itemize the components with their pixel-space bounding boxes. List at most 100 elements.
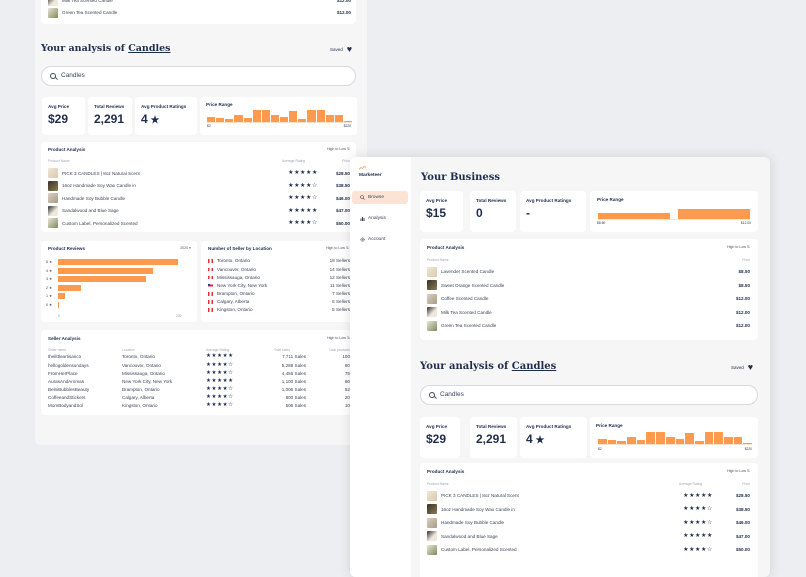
seller-name[interactable]: thelittleartisanco [48,354,82,360]
saved-button[interactable]: Saved ♥ [330,45,352,54]
star-filled-icon: ★ [707,533,713,540]
star-filled-icon: ★ [683,546,690,553]
stat-value: 2,291 [476,432,507,446]
location-row: Kingston, Ontario 5 Sellers [208,306,350,314]
star-filled-icon: ★ [206,386,212,393]
product-row[interactable]: PICK 3 CANDLES | 8oz Natural Scent ★★★★★ $… [48,167,350,180]
location-city: Kingston, Ontario [217,307,253,313]
sort-dropdown[interactable]: High to Low ⇅ [327,336,350,340]
star-icon: ★ [48,277,53,282]
nav-account[interactable]: Account [352,233,408,246]
sort-dropdown[interactable]: High to Low ⇅ [326,246,349,250]
product-row[interactable]: 16oz Handmade Soy Wax Candle in ★★★★☆ $38.… [427,503,750,517]
product-row[interactable]: Handmade Soy Bubble Candle ★★★★☆ $46.00 [427,516,750,530]
seller-name[interactable]: BelniBubblesBeauty [48,387,90,393]
seller-row[interactable]: MomBodyandSol Kingston, Ontario ★★★★☆ 506 S… [48,402,350,410]
review-bar[interactable] [58,259,178,266]
price-histogram [598,206,750,220]
histogram-bar [225,119,234,122]
histogram-bar [234,114,243,122]
keyword-link[interactable]: Candles [511,361,557,372]
search-input[interactable]: Candles [41,66,356,86]
product-row[interactable]: Sweet Orange Scented Candle $8.50 [427,279,750,293]
star-rating: ★★★★☆ [206,370,246,377]
star-empty-icon: ☆ [312,182,318,189]
star-icon: ★ [48,268,53,273]
star-rating: ★★★★☆ [683,520,713,526]
canada-flag-icon [208,292,213,296]
seller-name[interactable]: FromHerPlace [48,370,78,376]
product-price: $28.50 [335,170,350,176]
sort-dropdown[interactable]: High to Low ⇅ [727,469,750,473]
location-row: Brampton, Ontario 7 Sellers [208,290,350,298]
product-name: Handmade Soy Bubble Candle [441,520,505,525]
product-row[interactable]: 16oz Handmade Soy Wax Candle in ★★★★☆ $38.… [48,180,350,193]
product-name: Coffee Scented Candle [441,296,489,301]
review-bar[interactable] [58,293,65,300]
product-row[interactable]: Coffee Scented Candle $12.00 [427,292,750,306]
seller-products: 20 [344,395,350,401]
seller-name[interactable]: MomBodyandSol [48,403,83,409]
histogram-bar [280,117,289,122]
product-row[interactable]: Custom Label, Personalized Scented ★★★★☆ $… [48,217,350,230]
review-bar[interactable] [58,301,60,308]
seller-row[interactable]: thelittleartisanco Toronto, Ontario ★★★★★ 7… [48,353,350,361]
product-row[interactable]: Sandalwood and Blue Sage ★★★★★ $47.00 [427,530,750,544]
seller-row[interactable]: CoffeeandStickers Calgary, Alberta ★★★★☆ 80… [48,394,350,402]
star-rating: ★★★★☆ [206,395,246,401]
seller-name[interactable]: hellogoldensundays [48,362,89,368]
col-header: Location [122,348,135,352]
product-row[interactable]: Custom Label, Personalized Scented ★★★★☆ $… [427,543,750,557]
star-filled-icon: ★ [306,170,313,177]
sort-dropdown[interactable]: High to Low ⇅ [327,147,350,151]
product-name: Sandalwood and Blue Sage [62,208,119,213]
price-range-card: Price Range $2 $220 [200,97,357,135]
star-filled-icon: ★ [689,533,696,540]
histogram-bar [298,119,307,122]
stat-label: Total Reviews [476,424,507,429]
seller-name[interactable]: CoffeeandStickers [48,395,86,401]
product-row[interactable]: Green Tea Scented Candle $12.00 [48,7,351,19]
seller-row[interactable]: FromHerPlace Mississauga, Ontario ★★★★☆ 4,4… [48,369,350,377]
product-row[interactable]: Milk Tea Scented Candle $12.00 [427,306,750,320]
rating-label: 1 ★ [46,294,58,298]
product-row[interactable]: Sandalwood and Blue Sage ★★★★★ $47.00 [48,205,350,218]
product-row[interactable]: Lavender Scented Candle $8.50 [427,265,750,279]
bar-chart-icon [360,217,365,221]
product-row[interactable]: PICK 3 CANDLES | 8oz Natural Scent ★★★★★ $… [427,489,750,503]
seller-row[interactable]: AurasAndAromas New York City, New York ★★★… [48,378,350,386]
nav-browse[interactable]: Browse [352,191,408,204]
col-header: Average Rating [282,159,306,163]
seller-row[interactable]: hellogoldensundays Vancouver, Ontario ★★★★… [48,361,350,369]
stat-value: $29 [48,112,69,126]
search-input[interactable]: Candles [420,385,758,405]
product-row[interactable]: Handmade Soy Bubble Candle ★★★★☆ $46.00 [48,192,350,205]
sort-dropdown[interactable]: High to Low ⇅ [727,245,750,249]
star-filled-icon: ★ [288,182,295,189]
review-bar[interactable] [58,284,81,291]
star-filled-icon: ★ [707,492,713,499]
seller-name[interactable]: AurasAndAromas [48,378,85,384]
keyword-link[interactable]: Candles [128,43,171,54]
star-filled-icon: ★ [222,402,229,409]
seller-products: 52 [344,387,350,393]
histogram-bar [270,114,279,122]
star-icon: ★ [48,260,53,265]
product-name: Handmade Soy Bubble Candle [62,195,126,201]
review-bar[interactable] [58,276,147,283]
product-row[interactable]: Milk Tea Scented Candle $12.00 [48,0,351,7]
nav-analysis[interactable]: Analysis [352,212,408,225]
star-filled-icon: ★ [217,377,223,384]
avg-price-card: Avg Price $15 [420,191,463,232]
location-city: Brampton, Ontario [217,291,255,297]
review-bar[interactable] [58,267,153,274]
product-price: $12.00 [336,0,351,4]
star-rating: ★★★★☆ [288,183,318,189]
year-dropdown[interactable]: 2020 ▾ [180,246,191,250]
star-filled-icon: ★ [288,170,295,177]
seller-row[interactable]: BelniBubblesBeauty Brampton, Ontario ★★★★☆… [48,386,350,394]
product-row[interactable]: Green Tea Scented Candle $12.00 [427,319,750,333]
saved-button[interactable]: Saved ♥ [731,363,753,372]
seller-count: 18 Sellers [329,258,350,264]
product-price: $50.00 [735,547,750,552]
